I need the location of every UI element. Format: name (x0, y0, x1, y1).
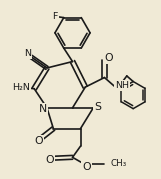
Text: O: O (34, 136, 43, 146)
Text: O: O (45, 155, 54, 165)
Text: CH₃: CH₃ (111, 159, 127, 168)
Text: N: N (39, 104, 47, 114)
Text: O: O (83, 162, 91, 172)
Text: S: S (94, 102, 101, 112)
Text: NH: NH (115, 81, 129, 90)
Text: O: O (104, 53, 113, 63)
Text: F: F (52, 11, 58, 21)
Text: H₂N: H₂N (12, 83, 30, 92)
Text: N: N (24, 49, 31, 58)
